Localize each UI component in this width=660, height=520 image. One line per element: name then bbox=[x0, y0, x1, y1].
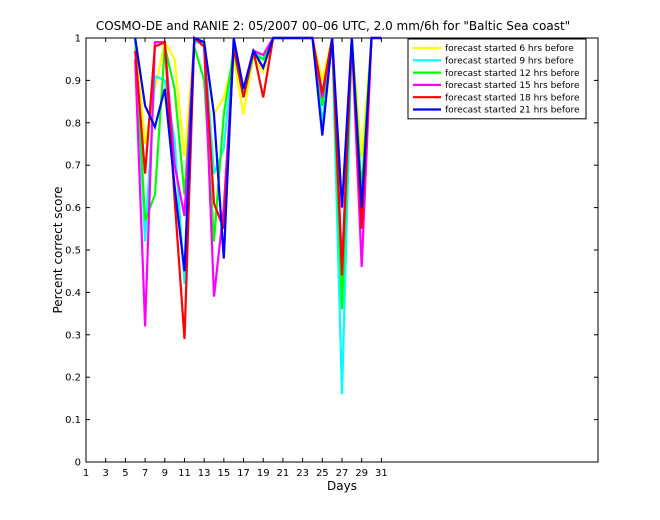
axis-ticks: 1 3 5 7 9 11 13 15 17 19 21 23 25 27 29 3100.10.20.30.4… bbox=[65, 34, 598, 479]
x-tick-label-3: 7 bbox=[142, 468, 148, 479]
y-tick-label-1: 0.1 bbox=[65, 415, 81, 426]
legend-box bbox=[407, 38, 587, 120]
x-tick-label-10: 21 bbox=[277, 468, 290, 479]
legend-label-5: forecast started 21 hrs before bbox=[445, 106, 580, 116]
x-tick-label-14: 29 bbox=[355, 468, 368, 479]
y-axis-label: Percent correct score bbox=[51, 186, 65, 313]
y-tick-label-3: 0.3 bbox=[65, 330, 81, 341]
x-tick-label-11: 23 bbox=[296, 468, 309, 479]
x-tick-label-0: 1 bbox=[83, 468, 89, 479]
series-line-1 bbox=[134, 36, 382, 395]
y-tick-label-8: 0.8 bbox=[65, 118, 81, 129]
y-tick-label-2: 0.2 bbox=[65, 373, 81, 384]
x-tick-label-12: 25 bbox=[316, 468, 329, 479]
y-tick-label-5: 0.5 bbox=[65, 246, 81, 257]
series-line-4 bbox=[134, 35, 382, 340]
x-axis-label: Days bbox=[327, 479, 357, 493]
y-tick-label-4: 0.4 bbox=[65, 288, 81, 299]
series-line-5 bbox=[134, 36, 382, 272]
chart-title: COSMO-DE and RANIE 2: 05/2007 00–06 UTC,… bbox=[96, 19, 570, 33]
legend-label-4: forecast started 18 hrs before bbox=[445, 93, 580, 103]
y-tick-label-0: 0 bbox=[75, 458, 81, 469]
y-tick-label-10: 1 bbox=[75, 34, 81, 45]
y-tick-label-7: 0.7 bbox=[65, 161, 81, 172]
y-tick-label-9: 0.9 bbox=[65, 76, 81, 87]
x-tick-label-4: 9 bbox=[162, 468, 168, 479]
x-tick-label-5: 11 bbox=[178, 468, 191, 479]
x-tick-label-15: 31 bbox=[375, 468, 388, 479]
legend-label-2: forecast started 12 hrs before bbox=[445, 69, 580, 79]
y-tick-label-6: 0.6 bbox=[65, 203, 81, 214]
x-tick-label-8: 17 bbox=[237, 468, 250, 479]
x-tick-label-6: 13 bbox=[198, 468, 211, 479]
legend: forecast started 6 hrs before forecast st… bbox=[407, 38, 587, 120]
x-tick-label-2: 5 bbox=[122, 468, 128, 479]
legend-label-3: forecast started 15 hrs before bbox=[445, 81, 580, 91]
legend-label-0: forecast started 6 hrs before bbox=[445, 44, 574, 54]
x-tick-label-9: 19 bbox=[257, 468, 270, 479]
x-tick-label-13: 27 bbox=[336, 468, 349, 479]
series-lines bbox=[134, 35, 382, 395]
x-tick-label-7: 15 bbox=[217, 468, 230, 479]
legend-label-1: forecast started 9 hrs before bbox=[445, 57, 574, 67]
x-tick-label-1: 3 bbox=[103, 468, 109, 479]
